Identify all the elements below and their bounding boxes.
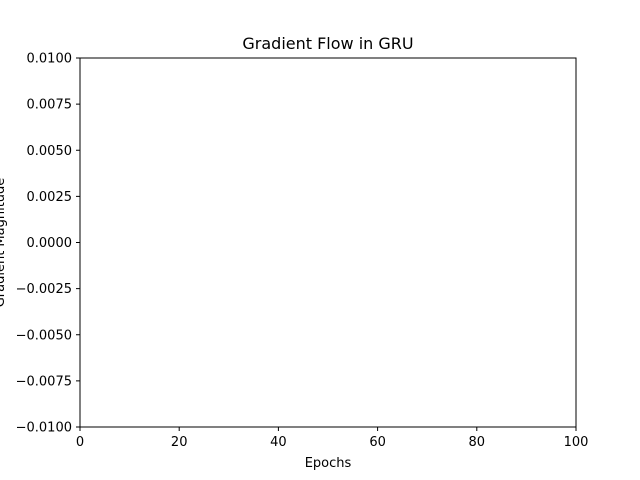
y-tick-label: −0.0025 [16, 282, 72, 297]
y-tick-label: −0.0075 [16, 374, 72, 389]
x-tick-label: 0 [76, 435, 84, 450]
y-tick-label: 0.0025 [27, 190, 73, 205]
y-axis-ticks: −0.0100 −0.0075 −0.0050 −0.0025 0.0000 0.0025… [16, 52, 80, 436]
y-tick-label: 0.0075 [27, 98, 73, 113]
y-tick-label: 0.0000 [27, 236, 73, 251]
x-tick-label: 80 [469, 435, 486, 450]
x-tick-label: 20 [171, 435, 188, 450]
plot-area [79, 57, 577, 428]
x-tick-label: 60 [369, 435, 386, 450]
y-tick-label: 0.0100 [27, 52, 73, 67]
x-tick-label: 40 [270, 435, 287, 450]
y-axis-label: Gradient Magnitude [0, 178, 8, 308]
x-axis-ticks: 0 20 40 60 80 100 [76, 427, 589, 450]
y-tick-label: −0.0050 [16, 328, 72, 343]
chart-title: Gradient Flow in GRU [242, 34, 413, 53]
x-tick-label: 100 [564, 435, 589, 450]
y-tick-label: 0.0050 [27, 144, 73, 159]
x-axis-label: Epochs [305, 456, 352, 471]
y-tick-label: −0.0100 [16, 421, 72, 436]
